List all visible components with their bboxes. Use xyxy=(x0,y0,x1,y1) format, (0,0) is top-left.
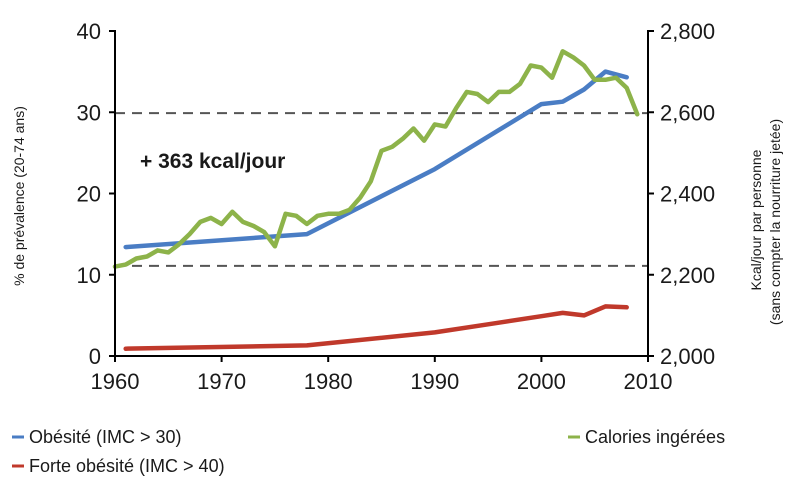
y-left-axis-title: % de prévalence (20-74 ans) xyxy=(11,106,27,286)
legend: Obésité (IMC > 30) Forte obésité (IMC > … xyxy=(12,427,725,476)
series-line-2 xyxy=(112,49,640,269)
x-tick-label: 1980 xyxy=(304,369,353,394)
y-right-tick-label: 2,200 xyxy=(660,263,715,288)
legend-label-calories: Calories ingérées xyxy=(585,427,725,447)
y-right-axis-title-line1: Kcal/jour par personne xyxy=(748,149,764,290)
y-left-tick-label: 10 xyxy=(77,263,101,288)
x-tick-label: 1960 xyxy=(91,369,140,394)
x-tick-label: 1990 xyxy=(410,369,459,394)
x-tick-label: 2000 xyxy=(517,369,566,394)
y-right-tick-label: 2,000 xyxy=(660,344,715,369)
x-tick-label: 1970 xyxy=(197,369,246,394)
y-right-tick-label: 2,400 xyxy=(660,182,715,207)
x-tick-label: 2010 xyxy=(624,369,673,394)
legend-label-obesite: Obésité (IMC > 30) xyxy=(29,427,182,447)
series-layer xyxy=(112,49,640,351)
y-right-axis-title-line2: (sans compter la nourriture jetée) xyxy=(767,119,783,325)
y-right-tick-label: 2,800 xyxy=(660,19,715,44)
y-left-tick-label: 40 xyxy=(77,19,101,44)
series-line-0 xyxy=(123,69,629,250)
y-right-tick-label: 2,600 xyxy=(660,100,715,125)
y-left-tick-label: 30 xyxy=(77,100,101,125)
y-left-tick-label: 0 xyxy=(89,344,101,369)
axes-layer xyxy=(114,30,649,357)
legend-label-forte-obesite: Forte obésité (IMC > 40) xyxy=(29,456,225,476)
y-left-tick-label: 20 xyxy=(77,182,101,207)
reference-lines xyxy=(115,112,648,267)
ticks-layer: 0 10 20 30 40 2,000 2,200 2,400 2,600 2,800 1960 19… xyxy=(77,19,716,394)
annotation-label: + 363 kcal/jour xyxy=(140,150,285,173)
series-line-1 xyxy=(123,304,629,351)
